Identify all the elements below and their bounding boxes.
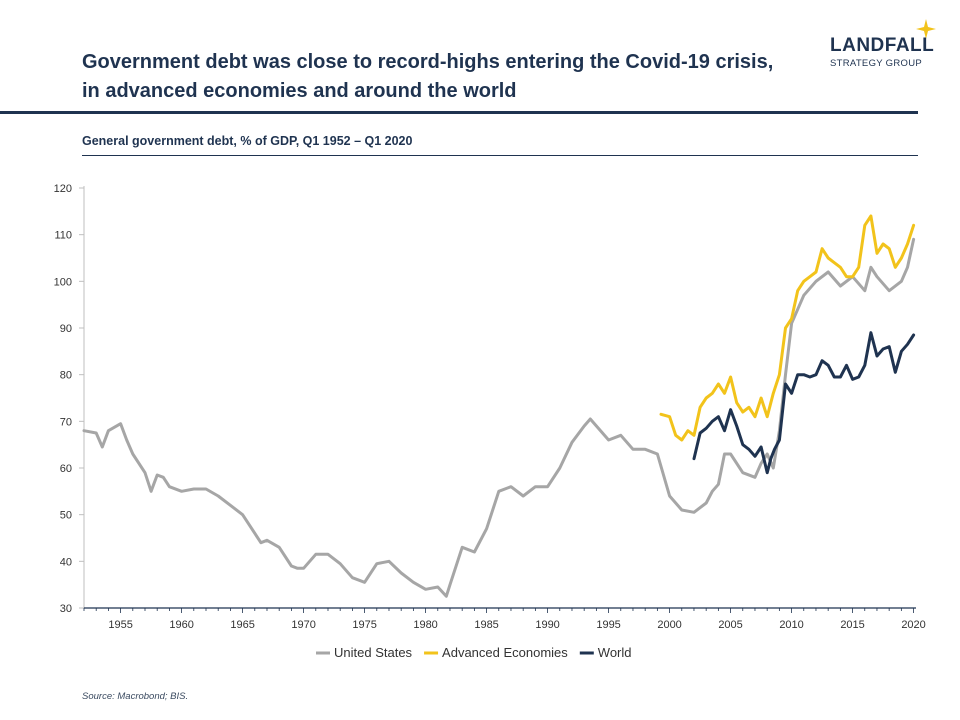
y-tick-label: 40: [60, 556, 72, 568]
chart-title: General government debt, % of GDP, Q1 19…: [82, 134, 413, 148]
header-divider: [0, 111, 918, 114]
x-tick-label: 2020: [901, 619, 925, 631]
chart-series: [82, 214, 916, 598]
logo-name: LANDFALL: [830, 35, 935, 56]
y-tick-label: 110: [54, 230, 72, 242]
landfall-logo: LANDFALL STRATEGY GROUP: [808, 19, 938, 83]
series-line-world: [692, 331, 916, 475]
logo-subtitle: STRATEGY GROUP: [830, 58, 923, 69]
four-point-star-icon: [916, 19, 936, 39]
x-tick-label: 1960: [169, 619, 193, 631]
legend-label-united-states: United States: [334, 645, 413, 660]
series-line-united-states: [82, 237, 916, 598]
chart-legend: United States Advanced Economies World: [316, 645, 632, 660]
debt-line-chart: 30 40 50 60 70 80 90 100 110 120 1955 1960 1965 1970 1…: [54, 183, 926, 660]
x-tick-label: 1985: [474, 619, 498, 631]
x-tick-label: 2015: [840, 619, 864, 631]
y-tick-label: 90: [60, 323, 72, 335]
y-tick-label: 100: [54, 276, 72, 288]
subtitle-divider: [82, 155, 918, 156]
y-tick-label: 70: [60, 416, 72, 428]
x-tick-label: 2000: [657, 619, 681, 631]
y-tick-label: 120: [54, 183, 72, 195]
series-line-advanced-economies: [659, 214, 916, 442]
x-tick-label: 1975: [352, 619, 376, 631]
title-line-2: in advanced economies and around the wor…: [82, 80, 517, 102]
y-tick-label: 80: [60, 370, 72, 382]
x-tick-label: 1980: [413, 619, 437, 631]
page-title: Government debt was close to record-high…: [82, 48, 822, 106]
x-tick-label: 1955: [108, 619, 132, 631]
y-tick-label: 60: [60, 463, 72, 475]
source-note: Source: Macrobond; BIS.: [82, 691, 189, 702]
y-tick-label: 50: [60, 510, 72, 522]
title-line-1: Government debt was close to record-high…: [82, 51, 774, 73]
x-tick-label: 1965: [230, 619, 254, 631]
x-tick-label: 2005: [718, 619, 742, 631]
legend-label-advanced-economies: Advanced Economies: [442, 645, 568, 660]
x-tick-label: 2010: [779, 619, 803, 631]
x-tick-label: 1990: [535, 619, 559, 631]
x-tick-label: 1995: [596, 619, 620, 631]
y-tick-label: 30: [60, 603, 72, 615]
chart-axes: 30 40 50 60 70 80 90 100 110 120 1955 1960 1965 1970 1…: [54, 183, 926, 631]
x-tick-label: 1970: [291, 619, 315, 631]
legend-label-world: World: [598, 645, 632, 660]
